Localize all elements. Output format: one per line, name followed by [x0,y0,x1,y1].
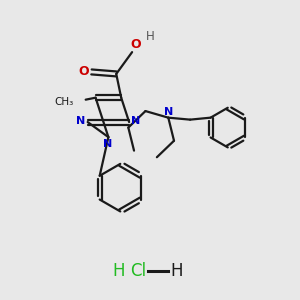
Text: H: H [112,262,124,280]
Text: H: H [146,30,154,43]
Text: Cl: Cl [130,262,146,280]
Text: N: N [164,107,173,117]
Text: N: N [103,139,112,149]
Text: O: O [78,65,89,78]
Text: N: N [131,116,141,126]
Text: CH₃: CH₃ [55,97,74,107]
Text: N: N [76,116,85,126]
Text: H: H [170,262,183,280]
Text: O: O [131,38,141,51]
